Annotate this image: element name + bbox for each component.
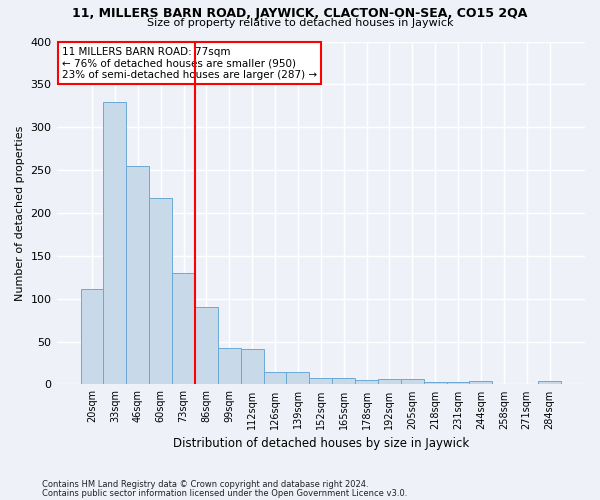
Text: Size of property relative to detached houses in Jaywick: Size of property relative to detached ho… xyxy=(147,18,453,28)
Bar xyxy=(172,273,195,384)
Bar xyxy=(149,198,172,384)
Bar xyxy=(538,381,561,384)
Text: Contains HM Land Registry data © Crown copyright and database right 2024.: Contains HM Land Registry data © Crown c… xyxy=(42,480,368,489)
Text: 11 MILLERS BARN ROAD: 77sqm
← 76% of detached houses are smaller (950)
23% of se: 11 MILLERS BARN ROAD: 77sqm ← 76% of det… xyxy=(62,46,317,80)
Text: 11, MILLERS BARN ROAD, JAYWICK, CLACTON-ON-SEA, CO15 2QA: 11, MILLERS BARN ROAD, JAYWICK, CLACTON-… xyxy=(73,8,527,20)
Text: Contains public sector information licensed under the Open Government Licence v3: Contains public sector information licen… xyxy=(42,488,407,498)
X-axis label: Distribution of detached houses by size in Jaywick: Distribution of detached houses by size … xyxy=(173,437,469,450)
Bar xyxy=(263,372,286,384)
Y-axis label: Number of detached properties: Number of detached properties xyxy=(15,126,25,300)
Bar xyxy=(332,378,355,384)
Bar xyxy=(469,381,493,384)
Bar xyxy=(424,382,446,384)
Bar xyxy=(127,166,149,384)
Bar xyxy=(195,308,218,384)
Bar xyxy=(286,372,310,384)
Bar xyxy=(446,382,469,384)
Bar xyxy=(378,380,401,384)
Bar xyxy=(241,350,263,384)
Bar xyxy=(401,380,424,384)
Bar xyxy=(103,102,127,384)
Bar xyxy=(355,380,378,384)
Bar xyxy=(80,290,103,384)
Bar xyxy=(310,378,332,384)
Bar xyxy=(218,348,241,385)
